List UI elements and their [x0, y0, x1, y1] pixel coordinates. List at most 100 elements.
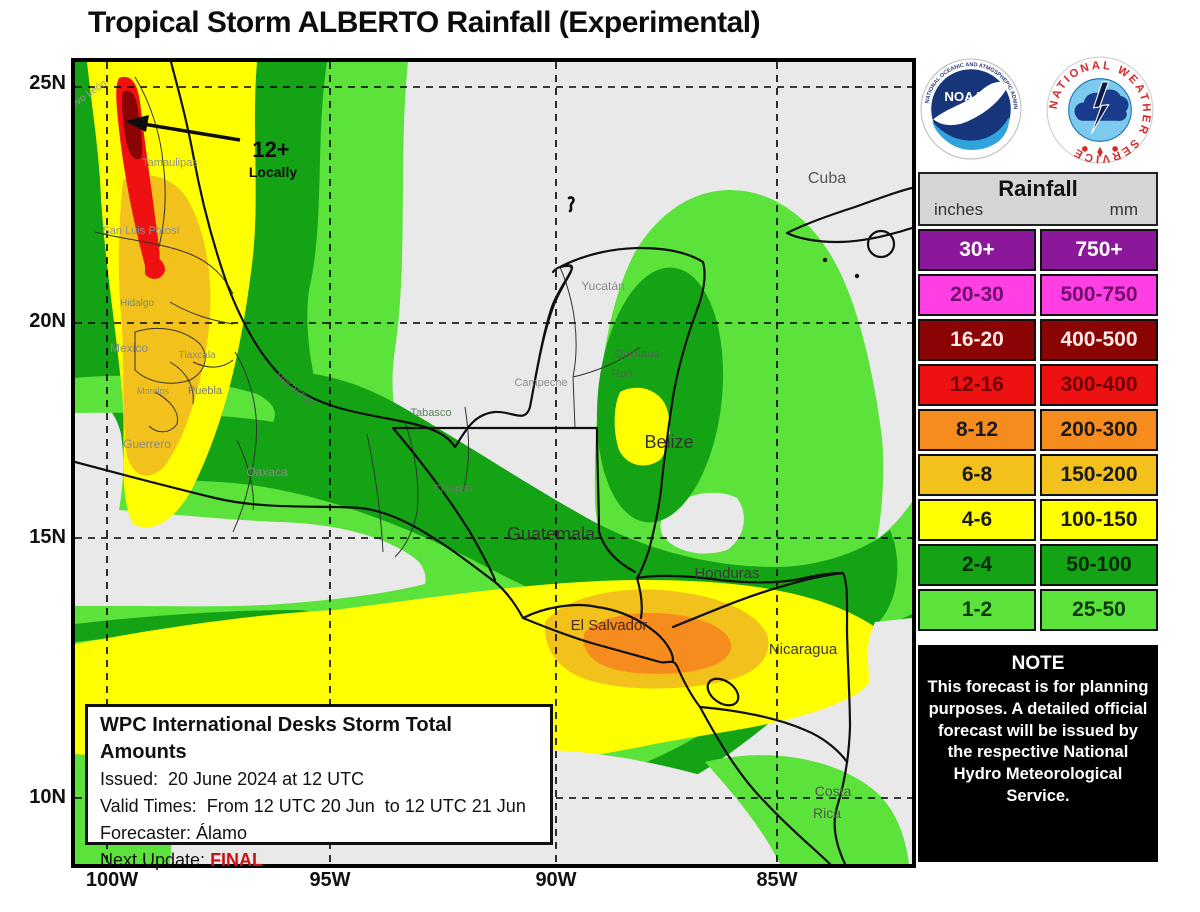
- next-update-value: FINAL: [210, 850, 264, 870]
- central-america-borders: [521, 571, 849, 764]
- legend-row: 8-12 200-300: [918, 409, 1158, 451]
- legend-header: Rainfall inches mm: [918, 172, 1158, 226]
- rain-band-16-20in-nw-spot: [122, 90, 143, 160]
- lat-tick-15n: 15N: [29, 526, 66, 548]
- label-mexico: Mexico: [110, 341, 148, 355]
- legend-title: Rainfall: [998, 176, 1078, 201]
- legend-cell-mm: 100-150: [1040, 499, 1158, 541]
- note-body: This forecast is for planning purposes. …: [927, 678, 1149, 805]
- legend-cell-inches: 30+: [918, 229, 1036, 271]
- state-borders: [94, 76, 641, 558]
- legend-cell-mm: 50-100: [1040, 544, 1158, 586]
- coastlines: [73, 60, 914, 866]
- lon-tick-95w: 95W: [309, 869, 351, 891]
- gulf-of-honduras-gray: [660, 492, 744, 554]
- legend-cell-inches: 8-12: [918, 409, 1036, 451]
- legend-col-inches: inches: [934, 200, 984, 219]
- legend-cell-mm: 150-200: [1040, 454, 1158, 496]
- legend-row: 2-4 50-100: [918, 544, 1158, 586]
- label-guerrero: Guerrero: [123, 437, 171, 451]
- nws-star-icon: [1097, 146, 1103, 158]
- lake-nicaragua: [706, 677, 740, 707]
- info-forecaster: Forecaster: Álamo: [100, 823, 248, 843]
- rain-band-12-16in-nw-blob: [145, 256, 165, 279]
- lat-tick-10n: 10N: [29, 786, 66, 808]
- label-tamaulipas: Tamaulipas: [142, 157, 198, 169]
- legend-cell-mm: 300-400: [1040, 364, 1158, 406]
- legend-cell-inches: 12-16: [918, 364, 1036, 406]
- label-oaxaca: Oaxaca: [246, 465, 288, 479]
- annotation-12plus: 12+: [252, 137, 289, 162]
- arrowhead-icon: [125, 115, 149, 132]
- label-yucatan: Yucatán: [581, 279, 624, 293]
- label-nicaragua: Nicaragua: [769, 641, 838, 658]
- legend-row: 4-6 100-150: [918, 499, 1158, 541]
- legend-row: 16-20 400-500: [918, 319, 1158, 361]
- label-quintana: Quintana: [615, 348, 661, 360]
- info-next-update: Next Update: FINAL: [100, 847, 538, 874]
- label-campeche: Campeche: [514, 377, 567, 389]
- label-rica: Rica: [813, 805, 841, 821]
- label-puebla: Puebla: [188, 385, 223, 397]
- legend-row: 1-2 25-50: [918, 589, 1158, 631]
- gulf-of-mexico-gray: [394, 62, 912, 502]
- label-tlaxcala: Tlaxcala: [178, 350, 216, 361]
- legend-cell-mm: 200-300: [1040, 409, 1158, 451]
- next-update-label: Next Update:: [100, 850, 211, 870]
- info-issued: Issued: 20 June 2024 at 12 UTC: [100, 769, 365, 789]
- lon-tick-90w: 90W: [535, 869, 577, 891]
- lon-tick-100w: 100W: [85, 869, 139, 891]
- rain-band-8-12in-el-salvador: [583, 612, 732, 674]
- page-title: Tropical Storm ALBERTO Rainfall (Experim…: [88, 6, 761, 39]
- annotation-locally: Locally: [249, 164, 297, 180]
- nws-lightning-icon: [1090, 81, 1110, 135]
- info-valid-times: Valid Times: From 12 UTC 20 Jun to 12 UT…: [100, 796, 526, 816]
- isla-juventud: [866, 229, 896, 259]
- nws-logo: NATIONAL WEATHER SERVICE: [1046, 56, 1154, 164]
- legend-cell-mm: 400-500: [1040, 319, 1158, 361]
- noaa-seagull-icon: [933, 82, 1009, 126]
- lon-tick-85w: 85W: [756, 869, 798, 891]
- legend-cell-mm: 25-50: [1040, 589, 1158, 631]
- legend-cell-inches: 1-2: [918, 589, 1036, 631]
- label-costa: Costa: [815, 783, 852, 799]
- locally-annotation-arrow: [125, 115, 241, 142]
- central-mexico-gray: [75, 399, 426, 607]
- label-tabasco: Tabasco: [411, 407, 452, 419]
- legend-cell-inches: 4-6: [918, 499, 1036, 541]
- label-honduras: Honduras: [694, 565, 759, 582]
- label-hidalgo: Hidalgo: [120, 298, 154, 309]
- legend-row: 20-30 500-750: [918, 274, 1158, 316]
- label-morelos: Morelos: [137, 386, 170, 396]
- pacific-coastline: [73, 460, 832, 866]
- label-roo: Roo: [612, 368, 632, 380]
- legend-cell-inches: 16-20: [918, 319, 1036, 361]
- legend-row: 12-16 300-400: [918, 364, 1158, 406]
- label-el-salvador: El Salvador: [571, 617, 648, 634]
- guatemala-borders: [391, 426, 637, 582]
- lat-tick-25n: 25N: [29, 72, 66, 94]
- rain-band-4-6in-belize: [614, 387, 670, 466]
- label-cuba: Cuba: [808, 170, 846, 187]
- rain-band-1-2in-costa-rica-strip: [705, 755, 909, 864]
- cay-symbol: [567, 196, 575, 213]
- lat-tick-20n: 20N: [29, 310, 66, 332]
- noaa-logo: NATIONAL OCEANIC AND ATMOSPHERIC ADMINIS…: [920, 58, 1022, 160]
- label-chiapas: Chiapas: [433, 483, 474, 495]
- label-belize: Belize: [644, 432, 693, 452]
- legend-cell-mm: 500-750: [1040, 274, 1158, 316]
- forecast-info-box: WPC International Desks Storm Total Amou…: [85, 704, 553, 870]
- label-san-luis-potosi: San Luis Potosí: [102, 225, 179, 237]
- legend-cell-inches: 20-30: [918, 274, 1036, 316]
- note-box: NOTE This forecast is for planning purpo…: [918, 645, 1158, 862]
- info-box-title: WPC International Desks Storm Total Amou…: [100, 714, 457, 763]
- label-guatemala: Guatemala: [507, 524, 596, 544]
- legend-cell-mm: 750+: [1040, 229, 1158, 271]
- legend-row: 6-8 150-200: [918, 454, 1158, 496]
- legend-col-mm: mm: [1109, 200, 1138, 219]
- legend-cell-inches: 2-4: [918, 544, 1036, 586]
- legend-rows: 30+ 750+ 20-30 500-750 16-20 400-500 12-16 3…: [918, 229, 1158, 631]
- noaa-wordmark: NOAA: [944, 89, 983, 104]
- rainfall-legend: Rainfall inches mm 30+ 750+ 20-30 500-750 …: [918, 172, 1158, 631]
- note-title: NOTE: [1011, 653, 1065, 674]
